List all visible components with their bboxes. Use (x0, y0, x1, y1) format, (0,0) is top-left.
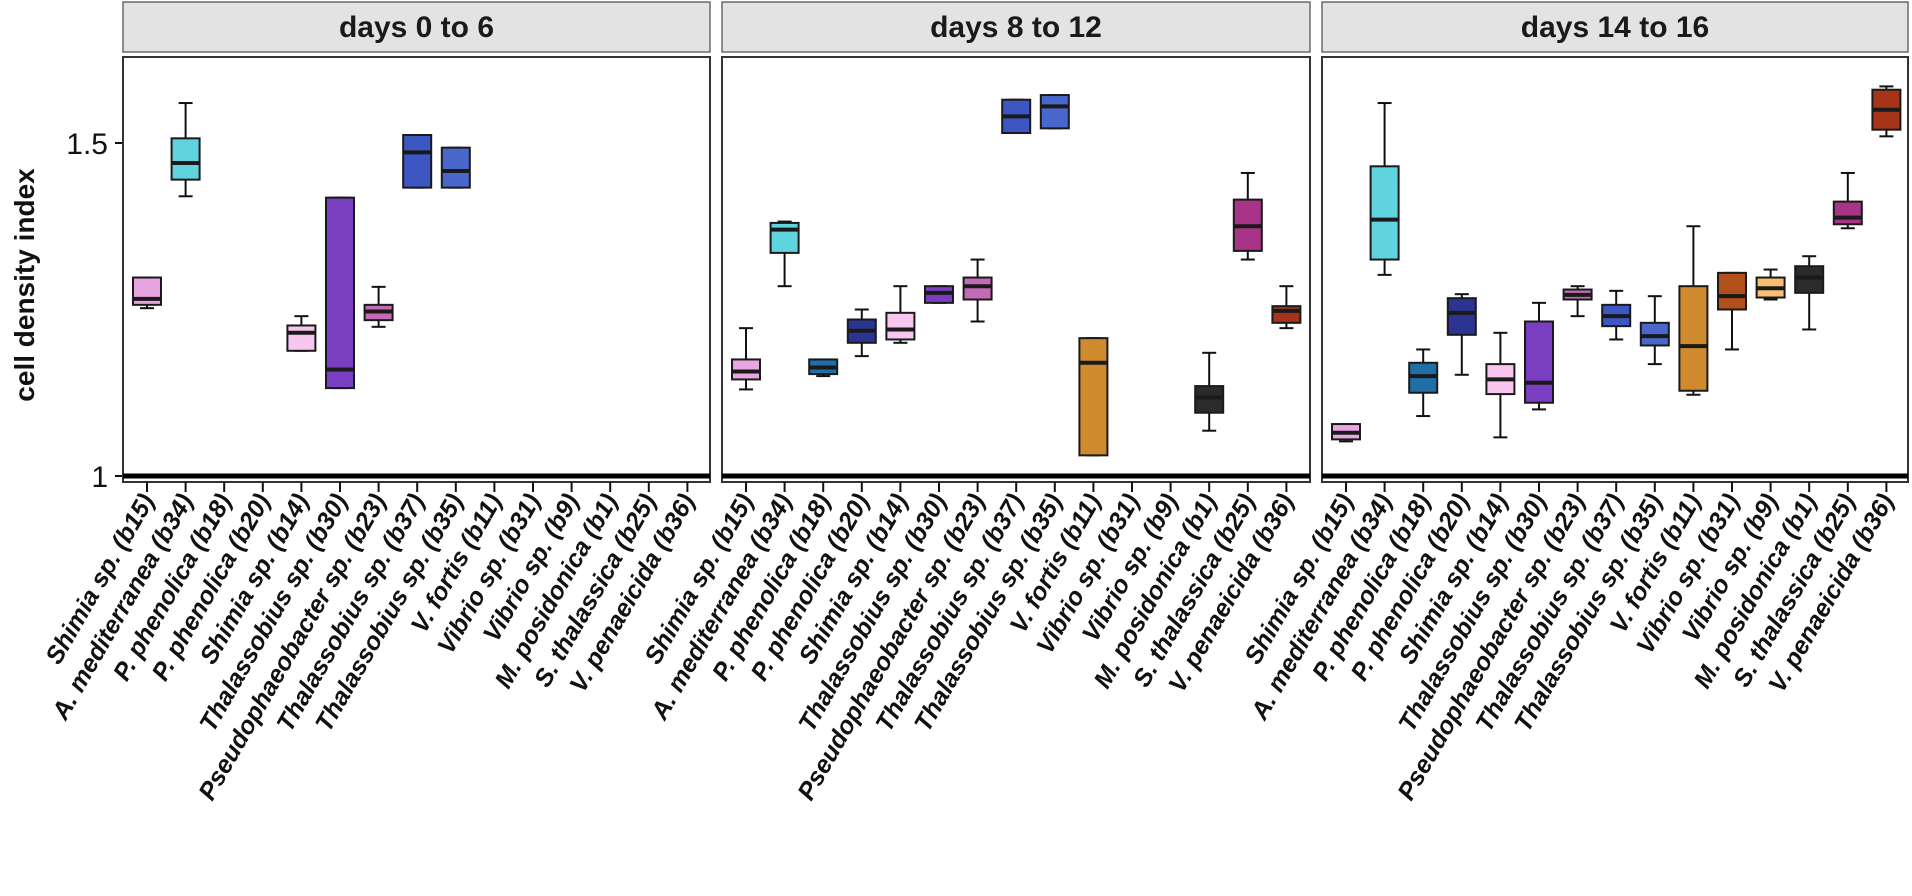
panel-title: days 0 to 6 (339, 11, 494, 44)
box (170, 137, 201, 181)
panel-strip (1321, 1, 1909, 53)
box (1078, 337, 1109, 457)
y-tick-label: 1.5 (66, 128, 108, 161)
box (402, 134, 433, 189)
box (286, 324, 317, 352)
box (1717, 271, 1747, 311)
box (1369, 165, 1400, 261)
y-tick-label: 1 (91, 461, 108, 494)
panel-title: days 14 to 16 (1521, 11, 1709, 44)
box (1678, 285, 1709, 392)
y-axis-label: cell density index (9, 168, 40, 402)
box (1524, 320, 1554, 404)
box (769, 221, 800, 254)
panel-title: days 8 to 12 (930, 11, 1102, 44)
panel-strip (721, 1, 1311, 53)
box (885, 311, 916, 341)
box (1271, 305, 1302, 324)
box (962, 276, 993, 301)
panel-strip (122, 1, 711, 53)
box (1832, 200, 1863, 226)
box (1446, 297, 1477, 336)
box (440, 146, 471, 189)
box (1039, 94, 1070, 130)
box (325, 196, 355, 390)
panel-plot-area (122, 56, 711, 483)
